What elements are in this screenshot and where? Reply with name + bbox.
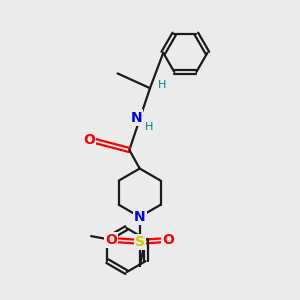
Text: H: H — [158, 80, 166, 90]
Text: H: H — [145, 122, 153, 132]
Text: N: N — [130, 111, 142, 124]
Text: N: N — [134, 210, 146, 224]
Text: O: O — [83, 133, 95, 147]
Text: S: S — [135, 235, 145, 249]
Text: O: O — [162, 233, 174, 247]
Text: O: O — [105, 233, 117, 247]
